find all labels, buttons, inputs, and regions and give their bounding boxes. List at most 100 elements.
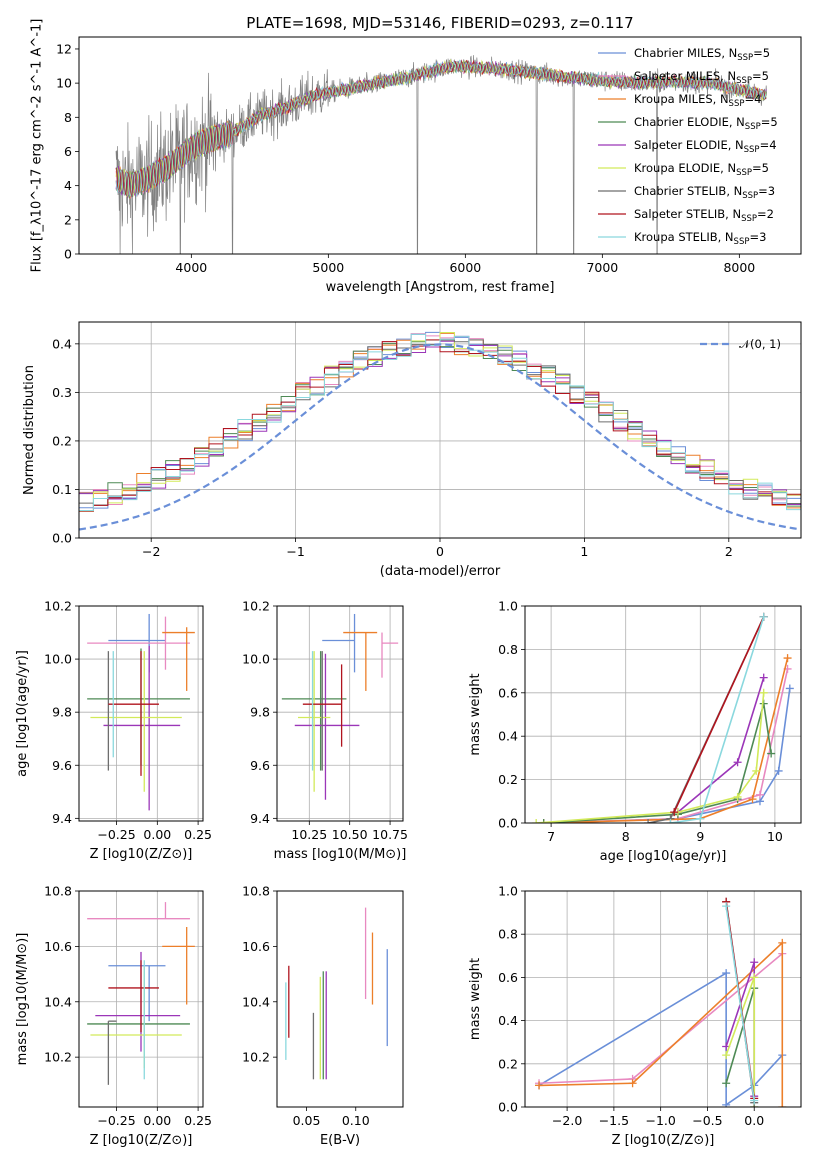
weight-point	[778, 938, 787, 947]
y-tick-label: 9.4	[52, 811, 72, 826]
y-tick-label: 0.6	[498, 685, 518, 700]
age-vs-mass-frame	[276, 605, 404, 822]
y-tick-label: 9.4	[250, 811, 270, 826]
massweight-vs-age-ylabel: mass weight	[468, 673, 483, 755]
y-tick-label: 1.0	[498, 884, 518, 899]
histogram-step	[79, 333, 801, 511]
weight-point	[722, 1051, 731, 1060]
x-tick-label: −1.5	[599, 1113, 629, 1128]
weight-line	[725, 906, 756, 1101]
x-tick-label: 7	[547, 829, 555, 844]
y-tick-label: 0.2	[52, 433, 72, 448]
y-tick-label: 0.4	[52, 336, 72, 351]
y-tick-label: 10.2	[242, 1050, 270, 1065]
weight-point	[670, 808, 679, 817]
x-tick-label: 0.25	[184, 1113, 212, 1128]
x-tick-label: −2.0	[552, 1113, 582, 1128]
y-tick-label: 10.6	[44, 939, 72, 954]
massweight-vs-age-xlabel: age [log10(age/yr)]	[600, 849, 727, 864]
mass-vs-Z-xlabel: Z [log10(Z/Z⊙)]	[90, 1133, 193, 1148]
weight-point	[783, 654, 792, 663]
spectrum-model-line	[115, 59, 767, 197]
y-tick-label: 0.8	[498, 642, 518, 657]
legend-label: 𝒩(0, 1)	[739, 337, 781, 351]
weight-point	[759, 688, 768, 697]
massweight-vs-Z-ylabel: mass weight	[468, 958, 483, 1040]
mass-vs-EBV-xlabel: E(B-V)	[320, 1133, 360, 1148]
weight-point	[696, 814, 705, 823]
x-tick-label: 2	[725, 544, 733, 559]
normal-curve	[79, 343, 801, 531]
y-tick-label: 9.8	[52, 705, 72, 720]
weight-point	[778, 1103, 787, 1107]
mass-vs-Z-marks	[87, 902, 195, 1085]
x-tick-label: 0.00	[143, 827, 171, 842]
weight-point	[752, 766, 761, 775]
x-tick-label: 0.25	[184, 827, 212, 842]
x-tick-label: −2	[142, 544, 160, 559]
y-tick-label: 0.1	[52, 482, 72, 497]
mass-vs-EBV-marks	[285, 907, 388, 1080]
residuals-ylabel: Normed distribution	[22, 365, 37, 495]
legend-label: Salpeter STELIB, NSSP=2	[634, 207, 774, 224]
y-tick-label: 0.6	[498, 970, 518, 985]
weight-point	[666, 819, 675, 823]
age-vs-Z-xlabel: Z [log10(Z/Z⊙)]	[90, 847, 193, 862]
weight-point	[785, 684, 794, 693]
legend-label: Chabrier MILES, NSSP=5	[634, 46, 770, 63]
y-tick-label: 10.2	[242, 599, 270, 614]
spectrum-frame	[78, 36, 802, 255]
weight-point	[759, 612, 768, 621]
legend-label: Salpeter ELODIE, NSSP=4	[634, 138, 777, 155]
x-tick-label: 9	[696, 829, 704, 844]
x-tick-label: 10.50	[332, 827, 368, 842]
y-tick-label: 0.2	[498, 772, 518, 787]
y-tick-label: 0.2	[498, 1056, 518, 1071]
x-tick-label: −1	[286, 544, 304, 559]
weight-point	[733, 792, 742, 801]
weight-point	[628, 1079, 637, 1088]
weight-point	[722, 902, 731, 911]
x-tick-label: 8	[622, 829, 630, 844]
x-tick-label: 0.05	[293, 1113, 321, 1128]
x-tick-label: 7000	[586, 260, 618, 275]
massweight-vs-age-marks	[532, 612, 794, 823]
x-tick-label: 10.75	[372, 827, 408, 842]
y-tick-label: 1.0	[498, 599, 518, 614]
weight-line	[677, 677, 765, 813]
x-tick-label: 5000	[312, 260, 344, 275]
age-vs-Z-marks	[87, 613, 195, 811]
x-tick-label: 6000	[449, 260, 481, 275]
x-tick-label: −0.25	[97, 1113, 135, 1128]
data-layer	[79, 55, 801, 1107]
spectrum-model-line	[115, 59, 767, 198]
massweight-vs-Z-xlabel: Z [log10(Z/Z⊙)]	[612, 1133, 715, 1148]
mass-vs-EBV-frame	[276, 890, 404, 1108]
y-tick-label: 0.8	[498, 927, 518, 942]
weight-line	[543, 657, 789, 823]
y-tick-label: 0.4	[498, 729, 518, 744]
x-tick-label: 0.10	[342, 1113, 370, 1128]
legend-label: Salpeter MILES, NSSP=5	[634, 69, 769, 86]
residuals-xlabel: (data-model)/error	[380, 564, 501, 579]
mass-vs-Z-ylabel: mass [log10(M/M⊙)]	[15, 933, 30, 1066]
y-tick-label: 9.6	[250, 758, 270, 773]
y-tick-label: 0.0	[498, 816, 518, 831]
x-tick-label: −0.5	[692, 1113, 722, 1128]
y-tick-label: 10.2	[44, 1050, 72, 1065]
x-tick-label: 1	[580, 544, 588, 559]
legend-label: Chabrier STELIB, NSSP=3	[634, 184, 775, 201]
axes-layer: 4000 5000 6000 7000 8000024681012wavelength …	[15, 19, 802, 1148]
y-tick-label: 10.6	[242, 939, 270, 954]
y-tick-label: 9.6	[52, 758, 72, 773]
mass-vs-Z-frame	[78, 890, 204, 1108]
x-tick-label: 8000	[723, 260, 755, 275]
x-tick-label: 4000	[175, 260, 207, 275]
y-tick-label: 12	[56, 41, 72, 56]
y-tick-label: 0.4	[498, 1013, 518, 1028]
weight-point	[759, 673, 768, 682]
y-tick-label: 6	[64, 144, 72, 159]
legend-label: Chabrier ELODIE, NSSP=5	[634, 115, 778, 132]
x-tick-label: 0	[436, 544, 444, 559]
